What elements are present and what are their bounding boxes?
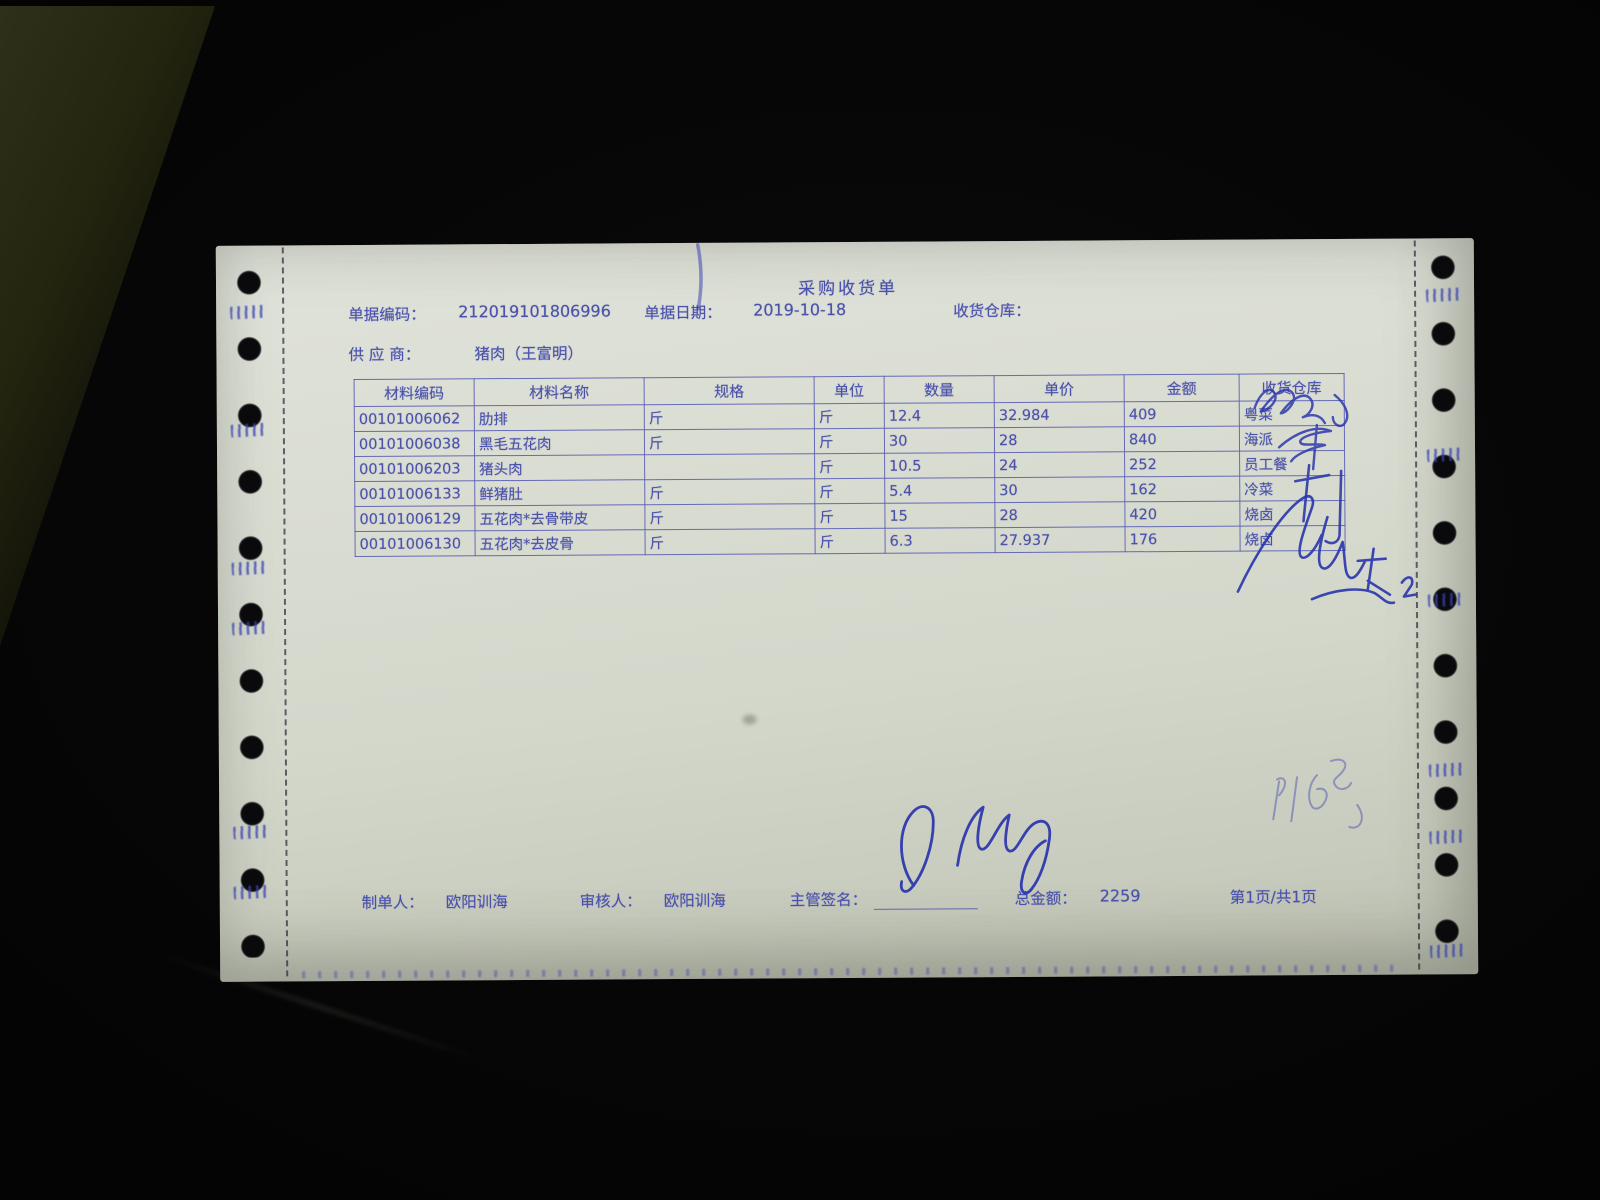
ink-smudge [231, 620, 269, 636]
ink-smudge [1429, 943, 1467, 959]
cell-qty: 5.4 [884, 477, 995, 504]
ink-smudge [230, 422, 268, 438]
background-light-edge [0, 6, 215, 646]
cell-amount: 420 [1124, 501, 1240, 527]
cell-amount: 840 [1124, 426, 1240, 452]
cell-spec: 斤 [644, 478, 815, 505]
paper-crease-mark [742, 714, 757, 725]
cell-qty: 10.5 [884, 452, 995, 479]
cell-unit: 斤 [814, 403, 885, 429]
ink-smudge [1429, 829, 1466, 845]
perforation-line-right [1413, 240, 1421, 970]
col-header-unit-price: 单价 [994, 374, 1125, 403]
doc-code-label: 单据编码： [348, 305, 426, 325]
cell-amount: 252 [1124, 451, 1240, 477]
tractor-holes-right [1429, 254, 1461, 961]
cell-warehouse: 海派 [1239, 425, 1345, 452]
col-header-spec: 规格 [644, 376, 815, 405]
cell-name: 五花肉*去骨带皮 [474, 504, 646, 531]
col-header-warehouse: 收货仓库 [1239, 373, 1345, 402]
cell-code: 00101006130 [355, 530, 476, 557]
cell-code: 00101006129 [354, 505, 476, 532]
ink-smudge [1425, 287, 1463, 303]
cell-code: 00101006038 [354, 430, 475, 457]
page-info: 第1页/共1页 [1229, 888, 1317, 907]
supervisor-signature [899, 805, 1052, 895]
top-ink-streak [696, 243, 703, 311]
cell-price: 27.937 [994, 526, 1126, 553]
doc-date-value: 2019-10-18 [753, 299, 847, 320]
cell-warehouse: 烧卤 [1239, 525, 1346, 552]
cell-code: 00101006062 [354, 405, 475, 432]
cell-qty: 15 [884, 502, 995, 529]
col-header-amount: 金额 [1124, 374, 1240, 402]
cell-warehouse: 冷菜 [1239, 475, 1345, 502]
maker-value: 欧阳训海 [445, 893, 508, 912]
table-row: 00101006130 五花肉*去皮骨 斤 斤 6.3 27.937 176 烧… [355, 525, 1346, 557]
col-header-material-name: 材料名称 [474, 377, 645, 406]
ink-smudge [231, 560, 269, 576]
ink-smudge [229, 304, 267, 320]
cell-name: 五花肉*去皮骨 [475, 529, 646, 556]
total-label: 总金额： [1014, 889, 1077, 908]
cell-spec: 斤 [644, 428, 815, 455]
next-page-print-remnants [302, 964, 1407, 979]
cell-price: 30 [994, 476, 1125, 503]
cell-unit: 斤 [814, 478, 885, 504]
cell-price: 24 [994, 451, 1125, 478]
doc-date-label: 单据日期： [644, 303, 722, 323]
perforation-line-left [281, 247, 289, 977]
cell-warehouse: 粤菜 [1239, 400, 1345, 427]
col-header-quantity: 数量 [884, 375, 995, 404]
cell-price: 28 [994, 426, 1125, 453]
cell-spec [644, 453, 815, 480]
cell-warehouse: 员工餐 [1239, 450, 1345, 477]
receipt-paper: 采购收货单 单据编码： 212019101806996 单据日期： 2019-1… [215, 238, 1479, 982]
cell-unit: 斤 [814, 453, 885, 479]
cell-unit: 斤 [815, 528, 886, 554]
cell-spec: 斤 [644, 503, 816, 530]
cell-name: 肋排 [474, 404, 645, 431]
tractor-holes-left [235, 269, 267, 958]
faint-handwritten-number [1272, 758, 1363, 829]
auditor-label: 审核人： [579, 892, 642, 911]
cell-qty: 6.3 [885, 527, 996, 554]
cell-spec: 斤 [644, 403, 815, 430]
cell-spec: 斤 [645, 528, 816, 555]
cell-warehouse: 烧卤 [1239, 500, 1345, 527]
cell-name: 猪头肉 [474, 454, 645, 481]
cell-qty: 12.4 [884, 402, 995, 429]
cell-amount: 176 [1124, 526, 1241, 552]
auditor-value: 欧阳训海 [663, 891, 726, 911]
col-header-material-code: 材料编码 [354, 378, 475, 407]
cell-unit: 斤 [814, 428, 885, 454]
ink-smudge [233, 884, 271, 900]
col-header-unit: 单位 [814, 376, 885, 404]
ink-smudge [1428, 762, 1466, 778]
warehouse-label: 收货仓库： [953, 301, 1031, 321]
total-value: 2259 [1099, 886, 1141, 906]
ink-smudge [1426, 447, 1464, 463]
ink-smudge [1427, 592, 1465, 608]
supplier-label: 供 应 商： [348, 345, 421, 365]
doc-code-value: 212019101806996 [458, 301, 611, 322]
cell-price: 32.984 [994, 401, 1125, 428]
items-table: 材料编码 材料名称 规格 单位 数量 单价 金额 收货仓库 0010100606… [354, 373, 1346, 557]
ink-smudge [232, 824, 270, 840]
cell-name: 鲜猪肚 [474, 479, 645, 506]
cell-amount: 409 [1124, 401, 1240, 427]
signature-underline [873, 891, 978, 910]
cell-amount: 162 [1124, 476, 1240, 502]
cell-code: 00101006133 [354, 480, 475, 507]
cell-qty: 30 [884, 427, 995, 454]
document-title: 采购收货单 [797, 278, 899, 300]
supplier-value: 猪肉（王富明） [474, 344, 583, 364]
maker-label: 制单人： [361, 893, 424, 912]
supervisor-sign-label: 主管签名： [789, 890, 868, 910]
cell-unit: 斤 [814, 503, 886, 529]
cell-price: 28 [994, 501, 1125, 528]
cell-name: 黑毛五花肉 [474, 429, 645, 456]
cell-code: 00101006203 [354, 455, 475, 482]
